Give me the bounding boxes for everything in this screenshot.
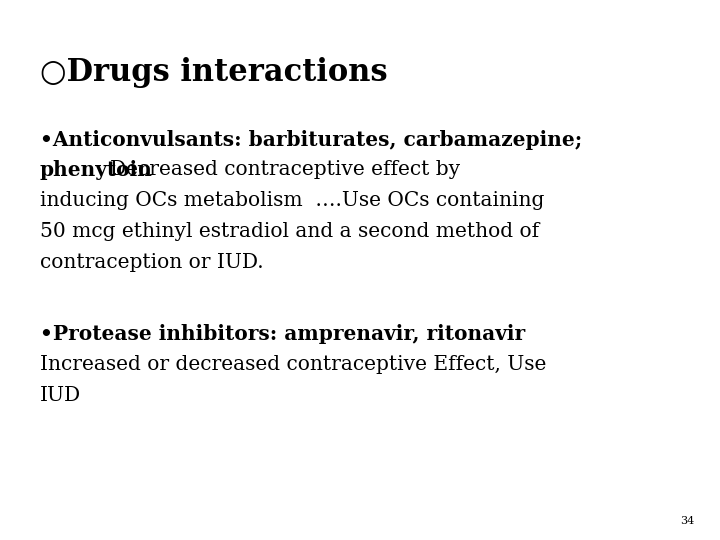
Text: Increased or decreased contraceptive Effect, Use: Increased or decreased contraceptive Eff… <box>40 355 546 374</box>
Text: 34: 34 <box>680 516 695 526</box>
Text: contraception or IUD.: contraception or IUD. <box>40 253 264 272</box>
Text: inducing OCs metabolism  ….Use OCs containing: inducing OCs metabolism ….Use OCs contai… <box>40 191 544 210</box>
Text: 50 mcg ethinyl estradiol and a second method of: 50 mcg ethinyl estradiol and a second me… <box>40 222 539 241</box>
Text: •Anticonvulsants: barbiturates, carbamazepine;: •Anticonvulsants: barbiturates, carbamaz… <box>40 130 582 150</box>
Text: Decreased contraceptive effect by: Decreased contraceptive effect by <box>110 160 460 179</box>
Text: ○Drugs interactions: ○Drugs interactions <box>40 57 387 87</box>
Text: •Protease inhibitors: amprenavir, ritonavir: •Protease inhibitors: amprenavir, ritona… <box>40 324 525 344</box>
Text: IUD: IUD <box>40 386 81 404</box>
Text: phenytoin: phenytoin <box>40 160 153 180</box>
